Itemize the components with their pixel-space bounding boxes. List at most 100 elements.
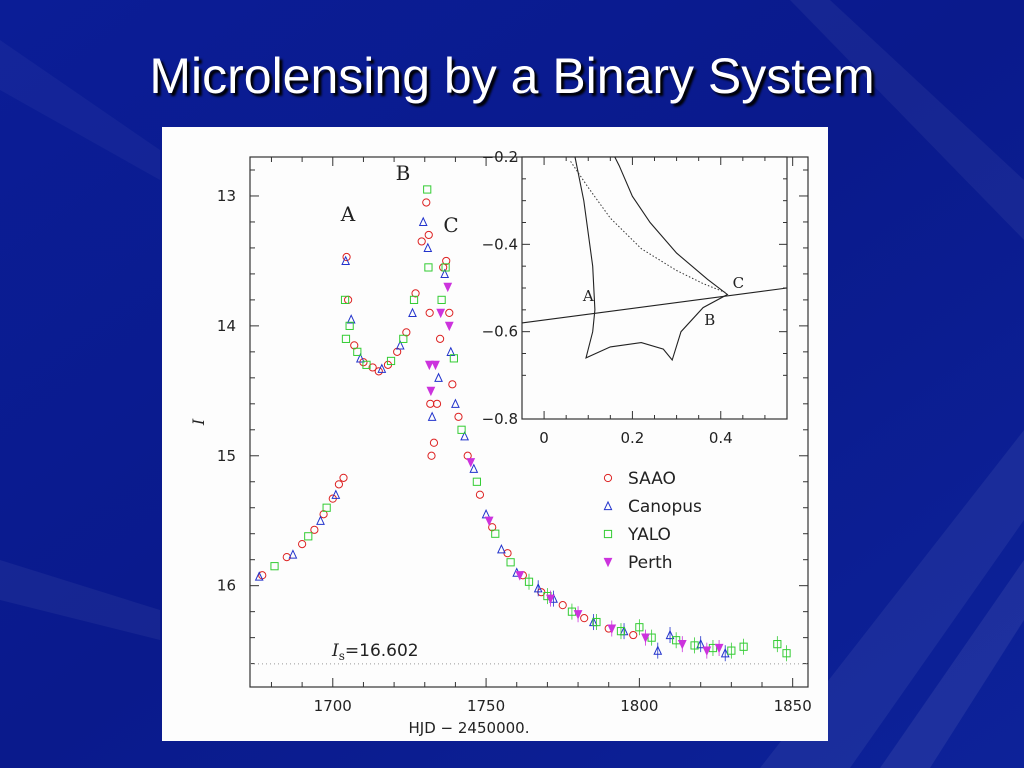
y-tick-label: 14 xyxy=(217,317,236,335)
legend-label-saao: SAAO xyxy=(628,469,676,489)
data-point xyxy=(429,438,439,447)
legend-label-perth: Perth xyxy=(628,553,673,573)
data-point xyxy=(702,646,712,656)
inset-y-tick-label: −0.2 xyxy=(482,148,518,166)
data-point xyxy=(418,216,428,227)
data-point xyxy=(424,360,434,371)
data-point xyxy=(635,623,644,632)
data-point xyxy=(497,544,506,554)
data-point xyxy=(346,314,356,324)
data-point xyxy=(368,363,377,372)
data-point xyxy=(475,490,485,499)
inset-x-tick-label: 0.2 xyxy=(620,429,644,447)
x-axis-label: HJD − 2450000. xyxy=(409,719,530,737)
inset-y-tick-label: −0.4 xyxy=(482,235,518,253)
data-point xyxy=(515,571,525,581)
data-point xyxy=(374,367,383,376)
inset-y-tick-label: −0.8 xyxy=(482,410,518,428)
inset-frame xyxy=(521,156,788,420)
data-point xyxy=(426,399,435,408)
data-point xyxy=(573,610,583,620)
data-point xyxy=(322,503,331,512)
data-point xyxy=(435,334,445,343)
data-point xyxy=(580,614,589,623)
data-point xyxy=(425,308,434,317)
data-point xyxy=(411,289,420,298)
data-point xyxy=(409,295,419,304)
data-point xyxy=(319,510,328,519)
inset-source-trajectory xyxy=(521,287,788,324)
slide-title: Microlensing by a Binary System xyxy=(149,48,875,104)
x-tick-label: 1700 xyxy=(314,697,352,715)
data-point xyxy=(782,649,791,658)
legend-marker-canopus xyxy=(603,500,613,511)
data-point xyxy=(454,412,463,421)
data-point xyxy=(451,398,460,408)
legend-label-canopus: Canopus xyxy=(628,497,702,517)
series-canopus xyxy=(254,216,730,662)
y-tick-label: 15 xyxy=(217,447,236,465)
data-point xyxy=(316,515,325,525)
x-tick-label: 1800 xyxy=(620,697,658,715)
data-point xyxy=(362,360,371,369)
data-point xyxy=(282,552,291,562)
data-point xyxy=(341,334,351,343)
data-point xyxy=(445,308,454,317)
inset-y-tick-label: −0.6 xyxy=(482,323,518,341)
x-tick-label: 1750 xyxy=(467,697,505,715)
inset-x-tick-label: 0.4 xyxy=(709,429,733,447)
peak-label-c: C xyxy=(443,213,458,237)
data-point xyxy=(491,529,500,538)
data-point xyxy=(442,256,451,266)
data-point xyxy=(616,627,626,636)
data-point xyxy=(524,577,534,586)
data-point xyxy=(647,633,656,642)
peak-label-a: A xyxy=(340,202,356,226)
data-point xyxy=(334,480,344,489)
data-point xyxy=(437,295,446,304)
data-point xyxy=(720,647,730,658)
inset-label-b: B xyxy=(704,311,715,329)
data-point xyxy=(488,523,497,532)
data-point xyxy=(449,354,458,363)
data-point xyxy=(298,540,307,549)
y-tick-label: 16 xyxy=(217,577,236,595)
data-point xyxy=(653,645,663,655)
data-point xyxy=(431,360,440,371)
data-point xyxy=(432,399,442,408)
data-point xyxy=(377,363,387,373)
data-point xyxy=(558,601,567,610)
data-point xyxy=(353,347,362,356)
data-point xyxy=(386,356,396,366)
x-tick-label: 1850 xyxy=(774,697,812,715)
data-point xyxy=(440,268,450,279)
data-point xyxy=(427,451,436,460)
baseline-sub: s xyxy=(339,649,345,663)
data-point xyxy=(436,308,446,319)
y-axis-label: I xyxy=(189,418,208,426)
legend-label-yalo: YALO xyxy=(627,525,671,545)
data-point xyxy=(423,242,433,253)
series-perth xyxy=(424,282,724,659)
data-point xyxy=(472,477,481,486)
data-point xyxy=(739,642,748,651)
data-point xyxy=(424,230,433,240)
data-point xyxy=(714,643,724,654)
data-point xyxy=(441,263,450,272)
data-point xyxy=(355,353,365,363)
data-point xyxy=(773,640,782,649)
data-point xyxy=(310,525,319,534)
baseline-label: Is=16.602 xyxy=(331,641,419,663)
data-point xyxy=(339,473,348,482)
data-point xyxy=(629,630,638,640)
data-point xyxy=(423,185,432,194)
data-point xyxy=(696,638,706,649)
data-point xyxy=(677,640,687,650)
data-point xyxy=(304,532,313,541)
legend-marker-saao xyxy=(603,473,613,483)
data-point xyxy=(350,341,359,350)
data-point xyxy=(469,463,479,473)
data-point xyxy=(641,633,650,643)
data-point xyxy=(344,295,353,304)
data-point xyxy=(460,431,470,441)
